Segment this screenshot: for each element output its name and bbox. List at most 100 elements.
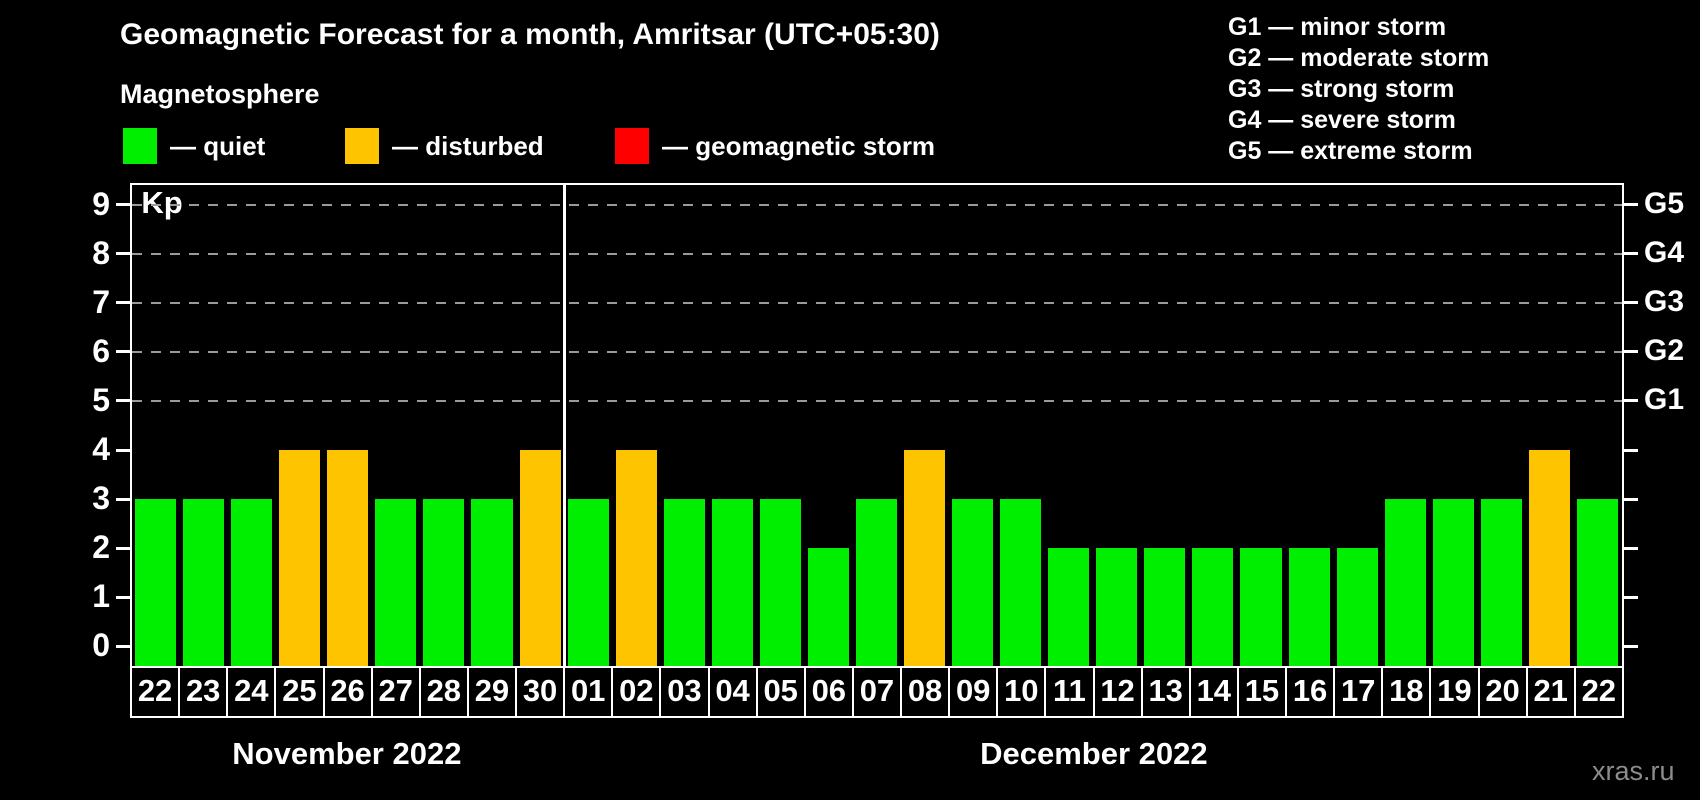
- date-cell: 17: [1333, 668, 1382, 718]
- date-cell: 01: [563, 668, 612, 718]
- kp-bar: [471, 499, 513, 666]
- date-cell: 19: [1429, 668, 1478, 718]
- storm-scale-item-g5: G5 — extreme storm: [1228, 137, 1473, 165]
- legend-label-quiet: — quiet: [170, 130, 266, 161]
- g-scale-label: G4: [1644, 235, 1685, 269]
- y-axis-tick-left: [116, 448, 130, 452]
- kp-bar: [1432, 499, 1474, 666]
- storm-scale-item-g3: G3 — strong storm: [1228, 75, 1455, 103]
- y-axis-tick-label: 6: [92, 332, 110, 369]
- kp-bar: [1000, 499, 1042, 666]
- date-cell: 06: [803, 668, 852, 718]
- y-axis-tick-right: [1624, 350, 1638, 354]
- kp-bar: [615, 450, 657, 666]
- y-axis-tick-right: [1624, 546, 1638, 550]
- date-cell: 03: [659, 668, 708, 718]
- y-axis-tick-left: [116, 301, 130, 305]
- legend-item-quiet: — quiet: [123, 128, 265, 164]
- kp-bar: [567, 499, 609, 666]
- kp-bar: [375, 499, 417, 666]
- month-label: December 2022: [980, 736, 1208, 771]
- date-cell: 08: [900, 668, 949, 718]
- month-separator-line: [563, 185, 567, 666]
- y-axis-tick-right: [1624, 203, 1638, 207]
- y-axis-tick-left: [116, 399, 130, 403]
- y-axis-title: Kp: [141, 185, 183, 220]
- date-cell: 13: [1140, 668, 1189, 718]
- kp-bar: [855, 499, 898, 666]
- page-title: Geomagnetic Forecast for a month, Amrits…: [120, 18, 940, 51]
- legend-item-storm: — geomagnetic storm: [615, 128, 935, 164]
- disturbed-color-swatch-icon: [345, 128, 379, 164]
- y-axis-tick-left: [116, 644, 130, 648]
- legend-label-disturbed: — disturbed: [392, 130, 544, 161]
- date-cell: 29: [466, 668, 515, 718]
- quiet-color-swatch-icon: [123, 128, 157, 164]
- kp-bar: [279, 450, 321, 666]
- kp-bar: [423, 499, 465, 666]
- kp-bar: [1096, 548, 1138, 666]
- y-axis-tick-label: 4: [92, 431, 110, 468]
- y-axis-tick-left: [116, 350, 130, 354]
- date-cell: 26: [322, 668, 371, 718]
- kp-bar: [135, 499, 177, 666]
- gridline: [132, 301, 1622, 304]
- y-axis-tick-label: 1: [92, 578, 110, 615]
- y-axis-tick-right: [1624, 252, 1638, 256]
- y-axis-tick-left: [116, 497, 130, 501]
- date-cell: 09: [948, 668, 997, 718]
- kp-bar: [711, 499, 753, 666]
- y-axis-tick-label: 5: [92, 381, 110, 418]
- g-scale-label: G1: [1644, 382, 1685, 416]
- kp-bar: [519, 450, 561, 666]
- kp-bar: [1288, 548, 1330, 666]
- kp-bar: [1192, 548, 1234, 666]
- g-scale-label: G3: [1644, 284, 1685, 318]
- kp-bar: [759, 499, 801, 666]
- kp-bar: [1336, 548, 1378, 666]
- date-cell: 02: [611, 668, 660, 718]
- date-cell: 24: [226, 668, 275, 718]
- chart-subtitle: Magnetosphere: [120, 79, 320, 109]
- gridline: [132, 252, 1622, 255]
- date-cell: 15: [1236, 668, 1285, 718]
- date-cell: 16: [1285, 668, 1334, 718]
- date-cell: 27: [370, 668, 419, 718]
- y-axis-tick-left: [116, 252, 130, 256]
- date-cell: 22: [1573, 668, 1624, 718]
- watermark: xras.ru: [1592, 756, 1675, 786]
- g-scale-label: G5: [1644, 186, 1685, 220]
- legend-item-disturbed: — disturbed: [345, 128, 544, 164]
- month-label: November 2022: [232, 736, 462, 771]
- y-axis-tick-right: [1624, 595, 1638, 599]
- date-cell: 12: [1092, 668, 1141, 718]
- kp-bar: [183, 499, 225, 666]
- y-axis-tick-right: [1624, 399, 1638, 403]
- kp-bar: [904, 450, 946, 666]
- kp-bar: [663, 499, 705, 666]
- y-axis-tick-right: [1624, 301, 1638, 305]
- kp-bar: [1576, 499, 1618, 666]
- kp-bar: [1384, 499, 1426, 666]
- kp-bar: [952, 499, 994, 666]
- date-cell: 30: [515, 668, 564, 718]
- date-cell: 21: [1525, 668, 1574, 718]
- plot-area: Kp 0 1 2 3 4 5 6 7 8 9 G1 G2 G3 G4 G5: [92, 183, 1684, 668]
- y-axis-tick-label: 0: [92, 627, 110, 664]
- y-axis-tick-left: [116, 546, 130, 550]
- date-cell: 28: [418, 668, 467, 718]
- kp-bar: [1240, 548, 1282, 666]
- date-cell: 23: [178, 668, 227, 718]
- date-cell: 18: [1381, 668, 1430, 718]
- y-axis-tick-label: 9: [92, 185, 110, 222]
- kp-bar: [1480, 499, 1522, 666]
- y-axis-tick-label: 7: [92, 283, 110, 320]
- date-cell: 10: [996, 668, 1045, 718]
- y-axis-tick-right: [1624, 497, 1638, 501]
- y-axis-tick-label: 8: [92, 234, 110, 271]
- date-cell: 07: [851, 668, 900, 718]
- kp-bar: [1048, 548, 1090, 666]
- legend-label-storm: — geomagnetic storm: [662, 130, 936, 161]
- date-cell: 22: [130, 668, 179, 718]
- storm-scale-item-g4: G4 — severe storm: [1228, 106, 1456, 134]
